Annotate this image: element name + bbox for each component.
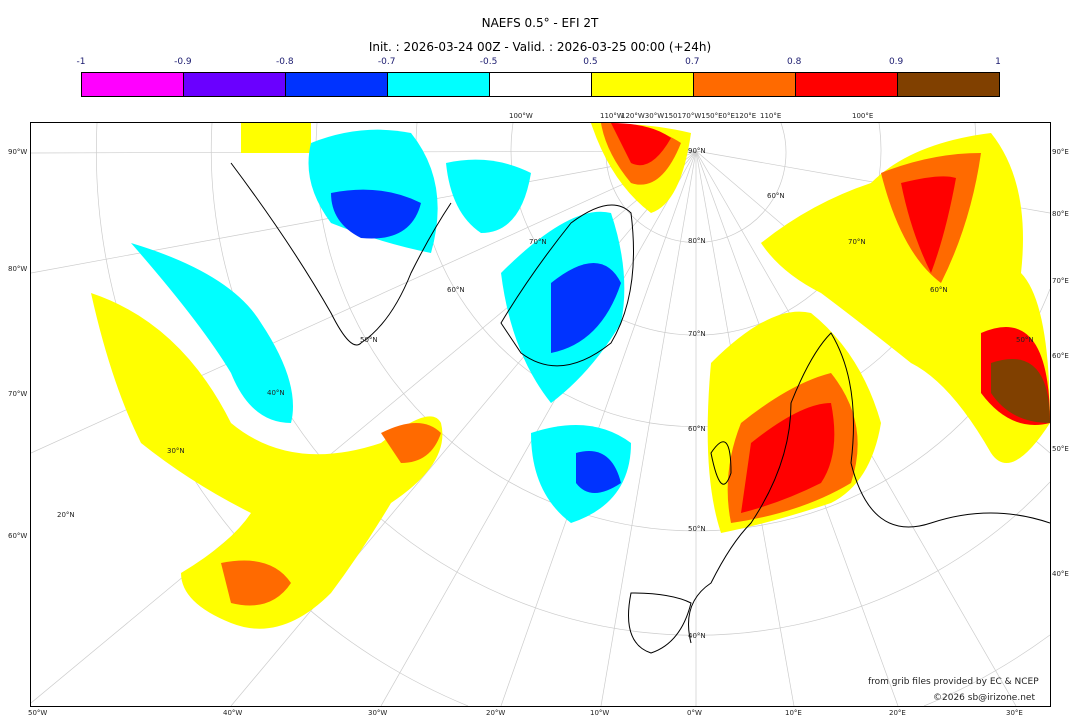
colorbar-tick: 0.5 bbox=[583, 57, 598, 67]
colorbar-segment bbox=[184, 73, 286, 96]
colorbar-segment bbox=[82, 73, 184, 96]
map-subtitle: Init. : 2026-03-24 00Z - Valid. : 2026-0… bbox=[368, 40, 712, 54]
coordinate-label: 40°E bbox=[1052, 570, 1069, 578]
coordinate-label: 80°N bbox=[688, 237, 706, 245]
colorbar-tick: -0.5 bbox=[479, 57, 498, 67]
coordinate-label: 70°E bbox=[1052, 277, 1069, 285]
coordinate-label: 20°N bbox=[57, 511, 75, 519]
coordinate-label: 40°W bbox=[223, 709, 243, 717]
colorbar-tick: -0.8 bbox=[275, 57, 294, 67]
coordinate-label: 80°W bbox=[8, 265, 28, 273]
colorbar-tick: 0.9 bbox=[888, 57, 904, 67]
coordinate-label: 110°W bbox=[600, 112, 624, 120]
coordinate-label: 20°E bbox=[889, 709, 906, 717]
coastlines bbox=[230, 162, 1050, 654]
coordinate-label: 0°W bbox=[687, 709, 702, 717]
coordinate-label: 70°W bbox=[8, 390, 28, 398]
coordinate-label: 10°W bbox=[590, 709, 610, 717]
colorbar-tick: 0.7 bbox=[685, 57, 700, 67]
colorbar-tick: -1 bbox=[76, 57, 86, 67]
map-title: NAEFS 0.5° - EFI 2T bbox=[481, 16, 599, 30]
coordinate-label: 60°N bbox=[688, 425, 706, 433]
coordinate-label: 70°N bbox=[529, 238, 547, 246]
coordinate-label: 50°W bbox=[28, 709, 48, 717]
colorbar-segment bbox=[694, 73, 796, 96]
colorbar-tick: 0.8 bbox=[787, 57, 802, 67]
coordinate-label: 40°N bbox=[267, 389, 285, 397]
efi-map bbox=[30, 122, 1051, 707]
coordinate-label: 60°N bbox=[447, 286, 465, 294]
colorbar-tick: -0.7 bbox=[377, 57, 396, 67]
source-credit: from grib files provided by EC & NCEP bbox=[868, 677, 1039, 687]
coordinate-label: 40°N bbox=[688, 632, 706, 640]
coordinate-label: 30°E bbox=[1006, 709, 1023, 717]
coordinate-label: 30°W bbox=[368, 709, 388, 717]
coordinate-label: 50°N bbox=[360, 336, 378, 344]
coordinate-label: 120°W30°W150170°W150°E0°E120°E bbox=[621, 112, 757, 120]
colorbar-segment bbox=[796, 73, 898, 96]
coordinate-label: 50°E bbox=[1052, 445, 1069, 453]
coordinate-label: 100°W bbox=[509, 112, 533, 120]
cold-anomalies bbox=[131, 129, 631, 523]
coordinate-label: 90°E bbox=[1052, 148, 1069, 156]
map-canvas bbox=[31, 123, 1050, 706]
coordinate-label: 90°N bbox=[688, 147, 706, 155]
copyright: ©2026 sb@irizone.net bbox=[933, 693, 1035, 703]
colorbar-segment bbox=[592, 73, 694, 96]
colorbar-segment bbox=[286, 73, 388, 96]
coordinate-label: 110°E bbox=[760, 112, 782, 120]
coordinate-label: 50°N bbox=[1016, 336, 1034, 344]
colorbar-segment bbox=[388, 73, 490, 96]
coordinate-label: 70°N bbox=[848, 238, 866, 246]
coordinate-label: 90°W bbox=[8, 148, 28, 156]
coordinate-label: 60°W bbox=[8, 532, 28, 540]
colorbar-tick: 1 bbox=[995, 57, 1001, 67]
coordinate-label: 10°E bbox=[785, 709, 802, 717]
coordinate-label: 50°N bbox=[688, 525, 706, 533]
coordinate-label: 100°E bbox=[852, 112, 874, 120]
colorbar-tick: -0.9 bbox=[174, 57, 192, 67]
colorbar bbox=[81, 72, 1000, 97]
coordinate-label: 30°N bbox=[167, 447, 185, 455]
coordinate-label: 60°N bbox=[930, 286, 948, 294]
coordinate-label: 80°E bbox=[1052, 210, 1069, 218]
coordinate-label: 70°N bbox=[688, 330, 706, 338]
coordinate-label: 20°W bbox=[486, 709, 506, 717]
coordinate-label: 60°N bbox=[767, 192, 785, 200]
colorbar-segment bbox=[898, 73, 999, 96]
warm-anomalies bbox=[91, 123, 1050, 629]
coordinate-label: 60°E bbox=[1052, 352, 1069, 360]
colorbar-segment bbox=[490, 73, 592, 96]
